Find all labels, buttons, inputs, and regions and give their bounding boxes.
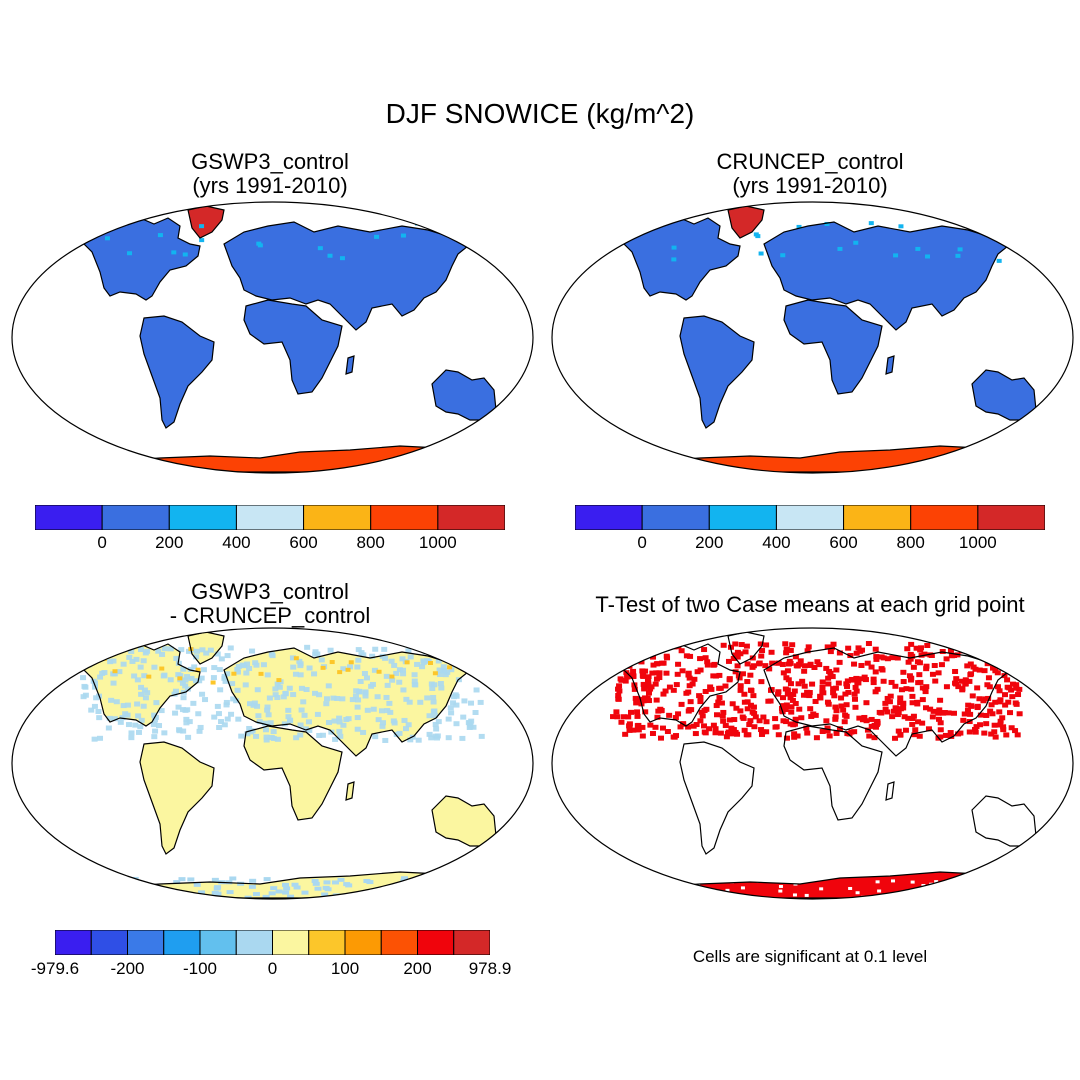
panel-title-line1: GSWP3_control	[191, 149, 349, 174]
map-top-left	[11, 201, 534, 474]
colorbar-tick-label: 1000	[418, 533, 457, 552]
colorbar-bottom-left-labels: -979.6 -200 -100 0 100 200 978.9	[31, 959, 511, 981]
colorbar-tick-label: 400	[762, 533, 791, 552]
colorbar-segment	[235, 505, 305, 530]
colorbar-tick-label: 600	[289, 533, 318, 552]
panel-title-line1: GSWP3_control	[191, 579, 349, 604]
map-bottom-left	[11, 627, 534, 900]
colorbar-tick-label: 800	[356, 533, 385, 552]
colorbar-segment	[380, 930, 418, 955]
panel-title-bottom-right: T-Test of two Case means at each grid po…	[595, 592, 1025, 617]
colorbar-tick-label: -200	[110, 959, 145, 978]
map-top-right	[551, 201, 1074, 474]
colorbar-tick-label: 0	[637, 533, 647, 552]
colorbar-tick-label: -100	[182, 959, 218, 978]
significance-note: Cells are significant at 0.1 level	[692, 947, 928, 966]
colorbar-segment	[370, 505, 439, 530]
colorbar-segment	[199, 930, 237, 955]
colorbar-top-left	[35, 505, 505, 530]
panel-title-bottom-left: GSWP3_control - CRUNCEP_control	[120, 580, 420, 628]
colorbar-segment	[235, 930, 273, 955]
panel-title-top-left: GSWP3_control (yrs 1991-2010)	[120, 150, 420, 198]
colorbar-tick-label: 600	[829, 533, 858, 552]
colorbar-segment	[101, 505, 170, 530]
colorbar-segment	[344, 930, 382, 955]
colorbar-segment	[127, 930, 165, 955]
colorbar-tick-label: 400	[222, 533, 251, 552]
colorbar-segment	[708, 505, 777, 530]
panel-title-line2: (yrs 1991-2010)	[732, 173, 888, 198]
panel-title-line1: CRUNCEP_control	[716, 149, 904, 174]
colorbar-segment	[303, 505, 372, 530]
colorbar-segment	[641, 505, 710, 530]
colorbar-segment	[453, 930, 490, 955]
colorbar-segment	[977, 505, 1045, 530]
panel-title-top-right: CRUNCEP_control (yrs 1991-2010)	[660, 150, 960, 198]
colorbar-segment	[910, 505, 979, 530]
colorbar-segment	[437, 505, 505, 530]
colorbar-bottom-left	[55, 930, 490, 955]
panel-title-line2: - CRUNCEP_control	[169, 603, 371, 628]
colorbar-tick-label: 0	[97, 533, 107, 552]
colorbar-tick-label: 200	[403, 959, 432, 978]
colorbar-segment	[55, 930, 92, 955]
colorbar-segment	[163, 930, 201, 955]
colorbar-tick-label: -979.6	[30, 959, 80, 978]
colorbar-top-right-labels: 0 200 400 600 800 1000	[575, 533, 1045, 555]
figure-title: DJF SNOWICE (kg/m^2)	[385, 98, 695, 129]
colorbar-tick-label: 200	[695, 533, 724, 552]
colorbar-segment	[417, 930, 455, 955]
colorbar-tick-label: 800	[896, 533, 925, 552]
colorbar-segment	[168, 505, 237, 530]
colorbar-segment	[35, 505, 103, 530]
colorbar-top-left-labels: 0 200 400 600 800 1000	[35, 533, 505, 555]
colorbar-tick-label: 100	[330, 959, 360, 978]
colorbar-segment	[308, 930, 346, 955]
colorbar-tick-label: 1000	[958, 533, 997, 552]
colorbar-top-right	[575, 505, 1045, 530]
colorbar-tick-label: 200	[155, 533, 184, 552]
colorbar-segment	[272, 930, 310, 955]
colorbar-segment	[90, 930, 128, 955]
panel-title-line2: (yrs 1991-2010)	[192, 173, 348, 198]
colorbar-segment	[575, 505, 643, 530]
colorbar-segment	[843, 505, 912, 530]
colorbar-tick-label: 978.9	[468, 959, 512, 978]
map-bottom-right	[551, 627, 1074, 900]
colorbar-tick-label: 0	[267, 959, 278, 978]
colorbar-segment	[775, 505, 845, 530]
